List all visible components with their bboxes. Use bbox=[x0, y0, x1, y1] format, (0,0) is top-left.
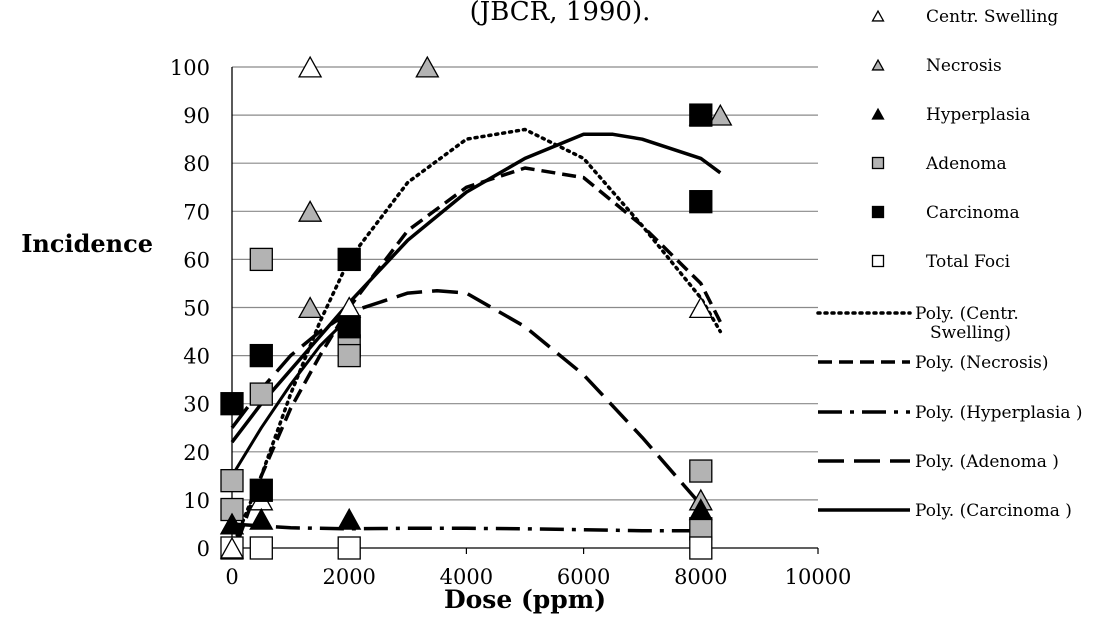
data-point bbox=[220, 392, 244, 416]
legend-label: Total Foci bbox=[926, 252, 1011, 272]
x-tick-label: 8000 bbox=[674, 565, 727, 589]
y-tick-label: 40 bbox=[183, 345, 210, 369]
legend-label: Poly. (Adenoma ) bbox=[915, 452, 1059, 472]
data-point bbox=[249, 478, 273, 502]
data-point bbox=[220, 469, 244, 493]
y-tick-label: 50 bbox=[183, 297, 210, 321]
data-point bbox=[298, 296, 323, 319]
legend-marker bbox=[871, 156, 885, 170]
data-point bbox=[708, 103, 733, 126]
data-point bbox=[249, 382, 273, 406]
legend-label: Necrosis bbox=[926, 56, 1002, 76]
trendline bbox=[230, 166, 722, 559]
data-point bbox=[337, 536, 361, 560]
data-point bbox=[415, 55, 440, 78]
y-tick-label: 100 bbox=[170, 56, 210, 80]
legend-label: Poly. (Centr. Swelling) bbox=[915, 304, 1019, 343]
legend-marker bbox=[871, 205, 885, 219]
data-point bbox=[689, 190, 713, 214]
y-axis-label: Incidence bbox=[21, 229, 153, 258]
data-point bbox=[689, 459, 713, 483]
data-point bbox=[219, 512, 245, 535]
data-markers bbox=[219, 55, 733, 560]
y-tick-label: 20 bbox=[183, 441, 210, 465]
legend-label: Hyperplasia bbox=[926, 105, 1030, 125]
legend-marker bbox=[871, 58, 885, 71]
legend-label: Poly. (Carcinoma ) bbox=[915, 501, 1072, 521]
data-point bbox=[337, 315, 361, 339]
data-point bbox=[249, 536, 273, 560]
y-tick-label: 90 bbox=[183, 104, 210, 128]
data-point bbox=[298, 200, 323, 222]
legend-marker bbox=[871, 254, 885, 268]
x-tick-label: 0 bbox=[225, 565, 238, 589]
trendline bbox=[230, 127, 723, 550]
legend-label: Carcinoma bbox=[926, 203, 1020, 223]
trendline bbox=[230, 316, 351, 477]
y-tick-label: 60 bbox=[183, 248, 210, 272]
axes bbox=[231, 67, 818, 549]
trendline bbox=[230, 288, 703, 506]
data-point bbox=[219, 536, 245, 559]
legend-label: Centr. Swelling bbox=[926, 7, 1058, 27]
data-point bbox=[688, 296, 713, 319]
x-tick-label: 4000 bbox=[440, 565, 493, 589]
legend: Centr. Swelling Necrosis Hyperplasia Adenom… bbox=[816, 7, 1083, 521]
data-point bbox=[337, 343, 361, 368]
y-tick-label: 30 bbox=[183, 393, 210, 417]
legend-marker bbox=[871, 107, 885, 120]
x-tick-label: 6000 bbox=[557, 565, 610, 589]
y-tick-label: 10 bbox=[183, 489, 210, 513]
data-point bbox=[249, 247, 273, 272]
trendlines bbox=[230, 127, 723, 559]
data-point bbox=[689, 536, 713, 560]
data-point bbox=[249, 343, 273, 368]
legend-label: Poly. (Necrosis) bbox=[915, 353, 1049, 373]
trendline bbox=[231, 522, 701, 533]
data-point bbox=[249, 507, 274, 530]
legend-marker bbox=[871, 9, 885, 22]
chart-title: (JBCR, 1990). bbox=[470, 0, 651, 27]
gridlines bbox=[232, 66, 818, 501]
y-tick-label: 0 bbox=[197, 537, 210, 561]
x-tick-label: 10000 bbox=[785, 565, 852, 589]
data-point bbox=[337, 507, 362, 530]
legend-label: Adenoma bbox=[925, 154, 1007, 174]
x-tick-label: 2000 bbox=[322, 565, 375, 589]
y-tick-label: 80 bbox=[183, 152, 210, 176]
data-point bbox=[689, 103, 713, 127]
legend-label: Poly. (Hyperplasia ) bbox=[915, 403, 1083, 423]
data-point bbox=[688, 498, 713, 521]
tick-labels: 0 10 20 30 40 50 60 70 80 90 100 0 2000 4000 6000 8000 1… bbox=[170, 56, 852, 589]
trendline bbox=[230, 132, 722, 444]
data-point bbox=[337, 247, 361, 272]
y-tick-label: 70 bbox=[183, 200, 210, 224]
data-point bbox=[298, 55, 323, 78]
x-axis-label: Dose (ppm) bbox=[444, 585, 606, 614]
